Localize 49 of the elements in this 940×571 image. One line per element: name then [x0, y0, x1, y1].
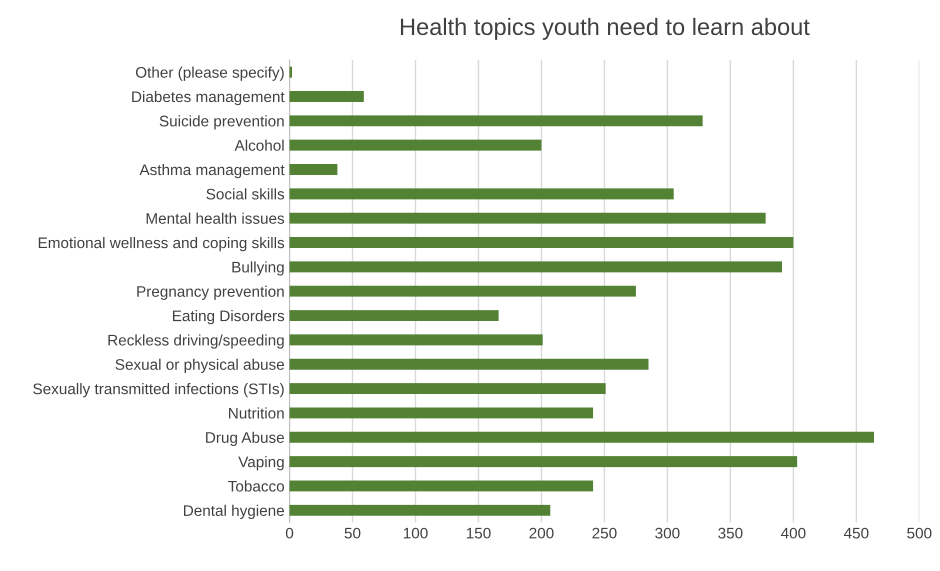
bar — [290, 115, 703, 126]
y-tick-label: Nutrition — [229, 407, 284, 419]
bar — [290, 90, 364, 102]
bar — [290, 188, 674, 200]
x-tick-label: 400 — [780, 528, 806, 539]
bar — [290, 261, 782, 272]
x-tick-label: 150 — [466, 528, 491, 539]
x-tick-label: 200 — [529, 528, 554, 539]
chart-title: Health topics youth need to learn about — [400, 18, 810, 40]
x-tick-label: 50 — [344, 528, 360, 539]
y-tick-label: Drug Abuse — [206, 432, 284, 446]
y-tick-label: Other (please specify) — [136, 66, 284, 81]
y-tick-label: Diabetes management — [132, 90, 285, 106]
bar — [290, 407, 594, 418]
x-tick-label: 250 — [592, 528, 617, 539]
y-tick-label: Reckless driving/speeding — [108, 334, 284, 349]
y-tick-label: Suicide prevention — [160, 115, 284, 130]
y-tick-label: Vaping — [238, 456, 284, 470]
bar — [290, 358, 649, 370]
y-tick-label: Mental health issues — [146, 212, 284, 224]
bar — [290, 432, 874, 443]
y-tick-label: Dental hygiene — [184, 504, 284, 519]
bar — [290, 140, 542, 151]
y-tick-label: Pregnancy prevention — [137, 286, 284, 300]
y-tick-label: Asthma management — [139, 164, 285, 178]
y-tick-label: Social skills — [206, 188, 284, 200]
y-tick-label: Emotional wellness and coping skills — [38, 236, 284, 252]
x-tick-label: 300 — [655, 528, 680, 539]
bar — [290, 383, 606, 394]
y-tick-label: Alcohol — [234, 140, 284, 151]
bar — [290, 164, 338, 175]
bar — [290, 480, 594, 492]
y-tick-label: Bullying — [232, 261, 284, 276]
x-tick-label: 500 — [907, 528, 932, 539]
y-tick-label: Eating Disorders — [172, 310, 284, 324]
bar — [290, 310, 499, 322]
bar — [290, 212, 766, 224]
x-tick-label: 350 — [718, 528, 743, 539]
y-tick-label: Sexually transmitted infections (STIs) — [33, 383, 284, 398]
x-tick-label: 100 — [404, 528, 428, 539]
y-tick-label: Sexual or physical abuse — [116, 358, 284, 373]
x-tick-label: 450 — [844, 528, 868, 539]
x-tick-label: 0 — [286, 528, 294, 539]
bar — [290, 504, 550, 516]
bar — [290, 456, 798, 468]
bar — [290, 334, 543, 346]
bar — [290, 286, 636, 297]
y-tick-label: Tobacco — [228, 480, 284, 492]
bar — [290, 237, 794, 248]
